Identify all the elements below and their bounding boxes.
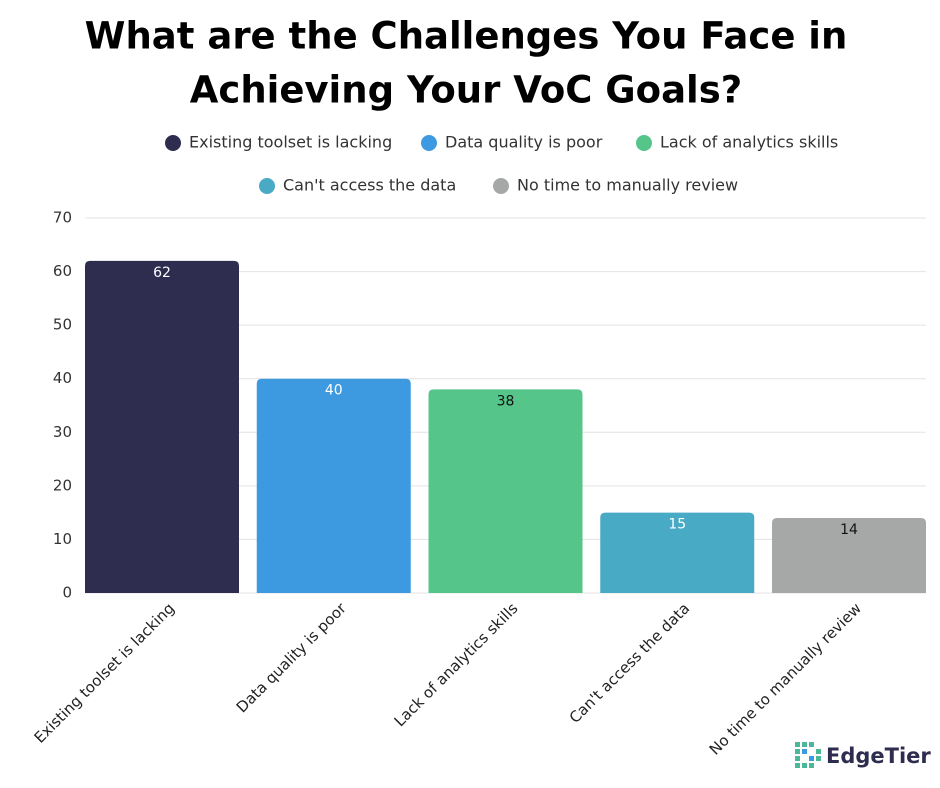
legend-swatch [165,135,181,151]
chart-title: Achieving Your VoC Goals? [190,69,742,112]
bar [428,389,583,593]
bar [256,378,411,593]
y-tick-label: 10 [53,530,72,548]
legend-label: Lack of analytics skills [660,133,838,152]
y-tick-label: 50 [53,316,72,334]
legend-swatch [493,178,509,194]
y-tick-label: 70 [53,209,72,227]
x-tick-label: Existing toolset is lacking [31,599,178,746]
legend-swatch [421,135,437,151]
x-tick-label: Data quality is poor [233,599,351,717]
bar [772,518,926,593]
value-label: 62 [153,265,171,281]
x-tick-label: Can't access the data [566,599,694,727]
y-tick-label: 60 [53,262,72,280]
value-label: 15 [668,517,686,533]
x-tick-label: Lack of analytics skills [391,599,522,730]
legend-label: Existing toolset is lacking [189,133,392,152]
legend-label: Can't access the data [283,176,456,195]
legend-swatch [636,135,652,151]
y-tick-label: 0 [62,584,72,602]
chart-title: What are the Challenges You Face in [85,15,848,58]
value-label: 14 [840,522,858,538]
value-label: 40 [325,383,343,399]
y-tick-label: 30 [53,423,72,441]
bar [600,512,755,593]
x-tick-label: No time to manually review [706,599,865,758]
y-tick-label: 20 [53,476,72,494]
bar [85,260,239,593]
value-label: 38 [497,393,515,409]
brand-logo: EdgeTier [795,742,931,768]
legend-label: Data quality is poor [445,133,603,152]
y-tick-label: 40 [53,369,72,387]
legend-swatch [259,178,275,194]
legend-label: No time to manually review [517,176,738,195]
brand-name: EdgeTier [826,744,931,768]
